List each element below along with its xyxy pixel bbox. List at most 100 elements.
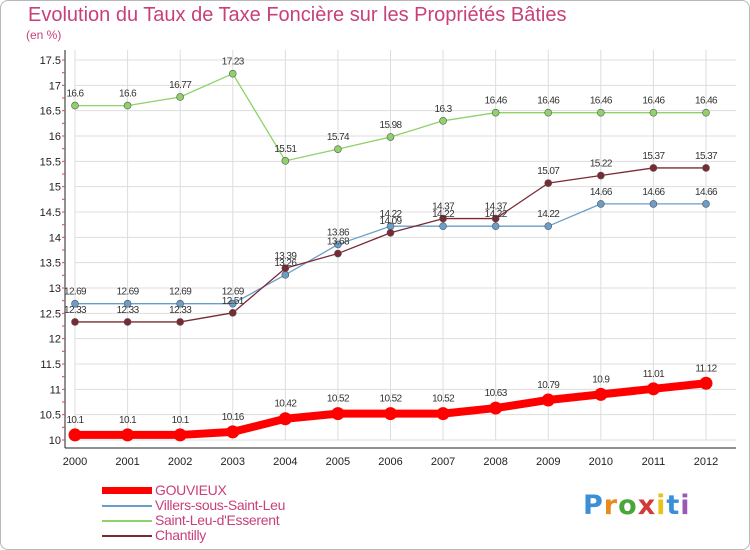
- data-point: [646, 382, 660, 396]
- data-point: [594, 387, 608, 401]
- data-point: [226, 425, 240, 439]
- x-tick-label: 2004: [273, 456, 297, 468]
- data-label: 13.26: [274, 258, 297, 269]
- data-point: [334, 249, 342, 258]
- data-label: 14.22: [379, 209, 402, 220]
- data-point: [702, 164, 710, 172]
- data-point: [121, 428, 135, 442]
- logo-letter: r: [603, 490, 619, 521]
- data-point: [544, 179, 553, 187]
- data-point: [544, 222, 553, 230]
- data-label: 10.42: [274, 399, 297, 410]
- tick-labels: 10 10.5 11 11.5 12 12.5 13 13.5 14 14.5 15 15.5 16 16…: [40, 55, 719, 468]
- x-tick-label: 2001: [115, 456, 139, 468]
- data-point: [386, 133, 395, 141]
- data-point: [71, 101, 79, 110]
- data-point: [71, 299, 79, 308]
- data-label: 10.1: [66, 415, 84, 426]
- y-tick-label: 10: [49, 435, 61, 447]
- data-label: 15.37: [695, 151, 718, 162]
- data-point: [439, 117, 447, 125]
- y-tick-label: 12.5: [40, 308, 61, 320]
- y-tick-label: 17: [49, 80, 61, 92]
- data-point: [597, 108, 605, 117]
- data-point: [228, 299, 237, 308]
- axes: [62, 50, 736, 449]
- legend-label: GOUVIEUX: [155, 482, 227, 498]
- data-point: [699, 376, 713, 390]
- x-tick-label: 2000: [63, 456, 87, 468]
- data-label: 12.69: [169, 287, 192, 298]
- data-point: [649, 164, 658, 172]
- x-tick-label: 2002: [168, 456, 192, 468]
- y-tick-label: 17.5: [40, 55, 61, 67]
- y-tick-label: 13.5: [40, 258, 61, 270]
- x-tick-label: 2009: [536, 456, 560, 468]
- data-label: 15.37: [642, 151, 665, 162]
- legend-label: Chantilly: [155, 527, 206, 543]
- data-point: [491, 214, 500, 223]
- data-label: 12.69: [64, 287, 87, 298]
- y-tick-label: 11: [50, 384, 61, 396]
- data-label: 14.37: [432, 202, 455, 213]
- data-point: [334, 145, 342, 153]
- x-tick-label: 2003: [221, 456, 245, 468]
- data-label: 10.52: [327, 394, 350, 405]
- y-tick-label: 10.5: [40, 410, 61, 422]
- data-label: 16.46: [695, 96, 718, 107]
- data-point: [123, 299, 132, 308]
- data-label: 16.46: [590, 96, 613, 107]
- data-label: 16.46: [485, 96, 508, 107]
- data-point: [489, 401, 503, 415]
- data-label: 14.09: [379, 216, 402, 227]
- data-label: 12.69: [222, 287, 245, 298]
- data-point: [123, 101, 132, 110]
- data-point: [176, 318, 184, 326]
- x-tick-label: 2012: [694, 456, 718, 468]
- data-point: [544, 108, 553, 117]
- data-point: [176, 93, 184, 101]
- data-label: 14.22: [537, 209, 560, 220]
- data-label: 14.66: [590, 187, 613, 198]
- data-point: [386, 228, 395, 237]
- data-point: [541, 393, 555, 407]
- y-tick-label: 16.5: [40, 106, 61, 118]
- legend-item-chantilly: Chantilly: [102, 528, 285, 543]
- data-point: [649, 200, 658, 208]
- x-tick-label: 2006: [378, 456, 402, 468]
- legend-label: Saint-Leu-d'Esserent: [155, 512, 280, 528]
- y-tick-label: 13: [49, 283, 61, 295]
- data-point: [71, 318, 79, 326]
- data-point: [228, 69, 237, 78]
- data-label: 15.22: [590, 159, 613, 170]
- legend: GOUVIEUX Villers-sous-Saint-Leu Saint-Le…: [102, 483, 285, 543]
- data-label: 10.9: [592, 374, 610, 385]
- data-point: [334, 240, 342, 249]
- data-point: [597, 200, 605, 208]
- data-labels: 12.69 12.69 12.69 12.69 13.26 13.86 14.22 14.22…: [64, 57, 719, 426]
- y-tick-label: 15.5: [40, 156, 61, 168]
- data-point: [597, 171, 605, 180]
- data-point: [436, 407, 450, 421]
- data-label: 16.6: [66, 89, 84, 100]
- proxiti-logo: Proxiti: [583, 490, 691, 521]
- x-tick-label: 2008: [483, 456, 507, 468]
- y-tick-label: 14.5: [40, 207, 61, 219]
- data-point: [649, 108, 658, 117]
- data-label: 11.01: [643, 369, 665, 380]
- logo-letter: i: [656, 490, 667, 521]
- data-point: [173, 428, 187, 442]
- data-point: [384, 407, 397, 421]
- data-point: [278, 412, 292, 426]
- data-label: 16.46: [537, 96, 560, 107]
- data-label: 10.16: [222, 412, 245, 423]
- data-label: 13.39: [274, 251, 297, 262]
- legend-swatch: [102, 534, 152, 537]
- y-tick-label: 14: [49, 232, 61, 244]
- data-point: [281, 264, 290, 273]
- legend-swatch: [102, 519, 152, 522]
- data-label: 10.79: [537, 380, 560, 391]
- x-tick-label: 2007: [431, 456, 455, 468]
- logo-letter: t: [666, 490, 681, 521]
- data-label: 14.22: [485, 209, 508, 220]
